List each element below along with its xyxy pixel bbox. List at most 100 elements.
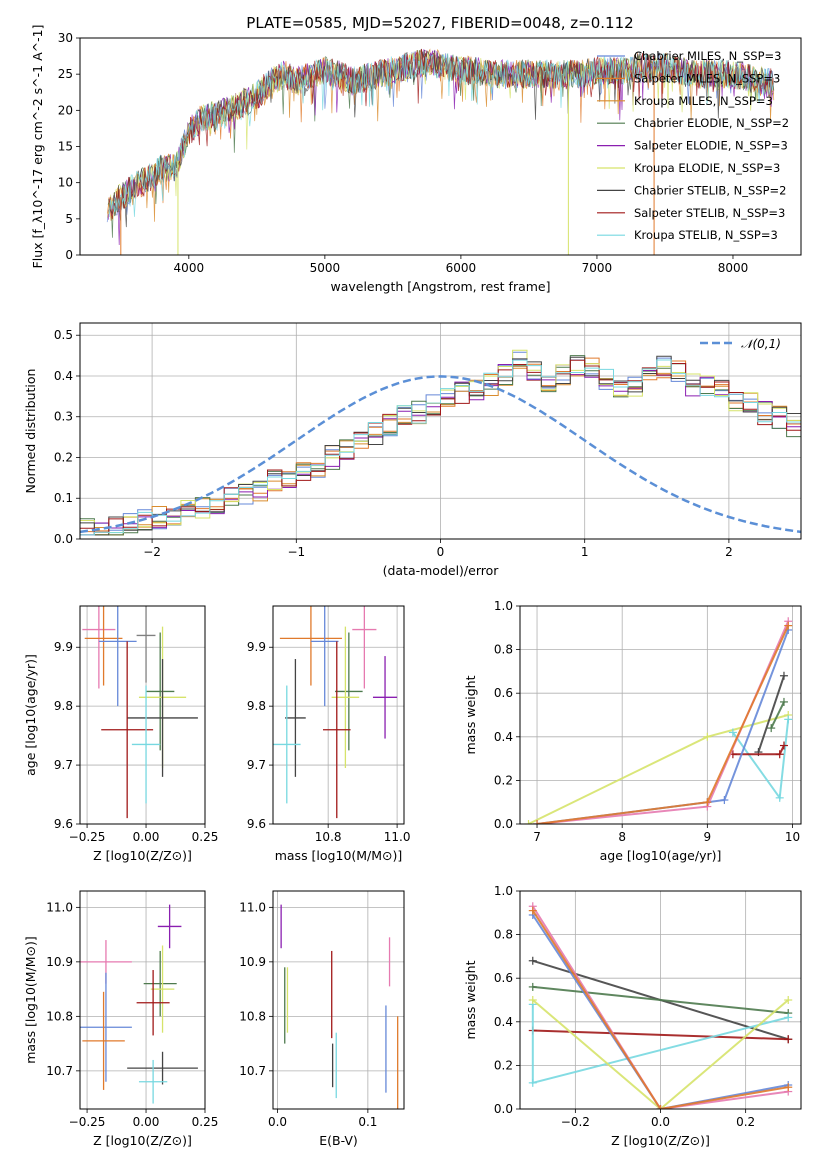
residual-histogram [80,357,801,536]
y-tick-label: 9.9 [247,640,266,654]
plot-area [80,904,198,1104]
plot-area [80,349,801,536]
panel-massweight-vs-Z: −0.2 0.0 0.2 0.0 0.2 0.4 0.6 0.8 1.0 Z [log10(Z/Z… [463,884,802,1148]
y-tick-label: 10.7 [46,1064,73,1078]
x-tick-label: 0.00 [133,830,160,844]
legend-label: Kroupa ELODIE, N_SSP=3 [634,161,780,175]
legend-label: Kroupa MILES, N_SSP=3 [634,94,773,108]
y-tick-label: 30 [58,31,73,45]
x-axis-label: E(B-V) [319,1133,358,1148]
spectrum-series-line [109,51,774,218]
plot-area [524,617,793,824]
x-tick-label: 4000 [174,261,205,275]
x-tick-label: 0.25 [192,830,219,844]
y-tick-label: 25 [58,67,73,81]
x-tick-label: −1 [287,545,305,559]
x-tick-label: −0.2 [561,1115,590,1129]
legend-label: Chabrier MILES, N_SSP=3 [634,49,781,63]
axes-frame [272,890,405,1110]
y-tick-label: 9.8 [54,699,73,713]
legend-label: Kroupa STELIB, N_SSP=3 [634,228,778,242]
axes-frame [79,37,802,256]
residual-histogram [80,351,801,536]
x-tick-label: 10.8 [315,830,342,844]
residual-histogram [80,359,801,536]
y-tick-label: 9.8 [247,699,266,713]
y-tick-label: 1.0 [494,884,513,898]
y-tick-label: 0.8 [494,643,513,657]
legend: Chabrier MILES, N_SSP=3 Salpeter MILES, N… [597,49,789,242]
y-axis-label: Normed distribution [23,369,38,494]
y-tick-label: 0.4 [494,1015,513,1029]
y-tick-label: 0.3 [54,410,73,424]
normal-curve [80,375,801,534]
x-tick-label: 6000 [446,261,477,275]
weight-line [531,905,789,1109]
y-tick-label: 10.7 [239,1064,266,1078]
y-tick-label: 0 [65,248,73,262]
x-tick-label: 1 [581,545,589,559]
panel-age-vs-mass: 10.8 11.0 9.6 9.7 9.8 9.9 mass [log10(M/M⊙)] [247,605,411,863]
panel-age-vs-Z: −0.25 0.00 0.25 9.6 9.7 9.8 9.9 Z [log10(Z/Z⊙)]… [23,605,219,863]
y-tick-label: 0.0 [494,1102,513,1116]
x-tick-label: 5000 [310,261,341,275]
y-tick-label: 11.0 [239,900,266,914]
weight-line [531,914,789,1109]
legend-label: Chabrier ELODIE, N_SSP=2 [634,116,789,130]
y-axis-label: Flux [f_λ10^-17 erg cm^-2 s^-1 A^-1] [30,25,45,269]
y-tick-label: 0.4 [54,369,73,383]
y-tick-label: 10.8 [239,1009,266,1023]
plot-area [280,904,399,1109]
y-tick-label: 15 [58,140,73,154]
y-tick-label: 9.7 [54,758,73,772]
y-tick-label: 20 [58,103,73,117]
x-tick-label: 8000 [718,261,749,275]
x-tick-label: 7 [533,830,541,844]
y-tick-label: 9.6 [54,817,73,831]
x-tick-label: 0 [437,545,445,559]
weight-line [532,985,789,1015]
plot-area [106,48,775,255]
x-axis-label: (data-model)/error [383,563,500,578]
axes-frame [79,605,206,825]
panel-spectrum: 4000 5000 6000 7000 8000 0 5 10 15 20 25 30 waveleng… [30,25,802,294]
weight-line [536,629,790,824]
x-axis-label: age [log10(age/yr)] [600,848,722,863]
x-tick-label: 10 [785,830,800,844]
y-tick-label: 10.9 [46,955,73,969]
weight-line [536,620,790,824]
x-tick-label: 11.0 [384,830,411,844]
x-tick-label: −0.25 [69,830,106,844]
legend-label: 𝒩(0,1) [741,337,781,351]
y-axis-label: mass weight [463,960,478,1039]
y-tick-label: 10 [58,176,73,190]
panel-massweight-vs-age: 7 8 9 10 0.0 0.2 0.4 0.6 0.8 1.0 age [log10(age/yr… [463,599,802,863]
x-tick-label: 2 [725,545,733,559]
axes-frame [79,322,802,540]
y-tick-label: 0.6 [494,971,513,985]
x-axis-label: mass [log10(M/M⊙)] [275,848,403,863]
y-tick-label: 9.9 [54,640,73,654]
panel-mass-vs-ebv: 0.0 0.1 10.7 10.8 10.9 11.0 E(B-V) [239,890,405,1148]
x-axis-label: wavelength [Angstrom, rest frame] [330,279,550,294]
y-axis-label: mass [log10(M/M⊙)] [23,936,38,1064]
axes-frame [519,605,802,825]
axes-frame [519,890,802,1110]
panel-residuals: −2 −1 0 1 2 0.0 0.1 0.2 0.3 0.4 0.5 (data-model)/er… [23,322,802,578]
x-tick-label: −0.25 [69,1115,106,1129]
legend-label: Chabrier STELIB, N_SSP=2 [634,183,786,197]
axes-frame [272,605,405,825]
x-tick-label: 0.1 [358,1115,377,1129]
y-tick-label: 0.4 [494,730,513,744]
y-tick-label: 10.9 [239,955,266,969]
x-tick-label: 9 [704,830,712,844]
y-axis-label: mass weight [463,675,478,754]
x-tick-label: 0.25 [192,1115,219,1129]
plot-area [528,902,793,1109]
y-tick-label: 10.8 [46,1009,73,1023]
residual-histogram [80,363,801,536]
x-axis-label: Z [log10(Z/Z⊙)] [93,848,192,863]
legend-label: Salpeter MILES, N_SSP=3 [634,71,780,85]
figure-title: PLATE=0585, MJD=52027, FIBERID=0048, z=0… [246,14,633,32]
